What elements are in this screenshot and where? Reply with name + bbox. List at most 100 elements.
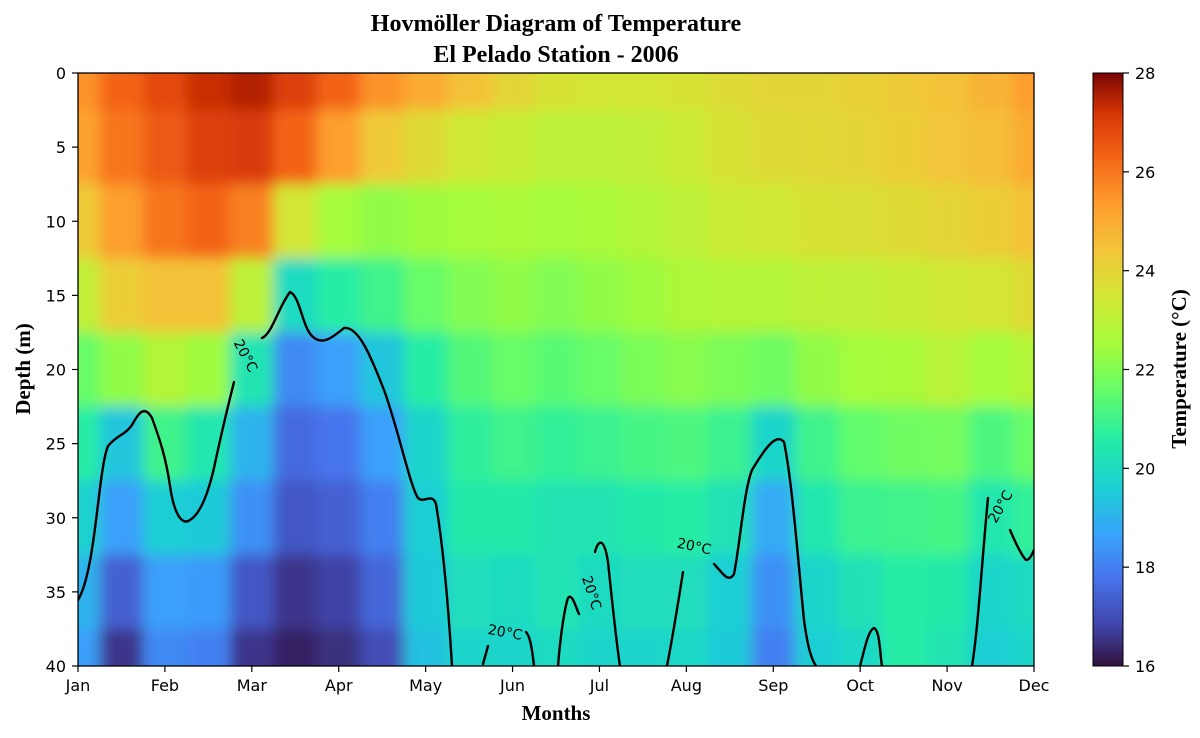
heat-cell bbox=[490, 554, 536, 630]
heat-cell bbox=[447, 73, 492, 112]
heat-cell bbox=[490, 258, 536, 334]
heat-cell bbox=[403, 554, 449, 630]
heat-cell bbox=[708, 258, 753, 334]
heat-cell bbox=[881, 406, 927, 482]
heat-cell bbox=[143, 628, 188, 666]
heat-cell bbox=[317, 332, 362, 408]
heat-cell bbox=[838, 184, 883, 260]
heat-cell bbox=[490, 332, 536, 408]
x-tick-label: Mar bbox=[237, 676, 268, 695]
heat-cell bbox=[99, 73, 145, 112]
heat-cell bbox=[99, 480, 145, 556]
heat-cell bbox=[99, 554, 145, 630]
heat-cell bbox=[273, 110, 318, 186]
heat-cell bbox=[317, 73, 362, 112]
heat-cell bbox=[881, 258, 927, 334]
heat-cell bbox=[621, 628, 666, 666]
heat-cell bbox=[186, 332, 232, 408]
heat-cell bbox=[490, 406, 536, 482]
contour-line bbox=[556, 595, 581, 666]
contour-line bbox=[78, 380, 236, 602]
heat-cell bbox=[403, 258, 449, 334]
heat-cell bbox=[708, 73, 753, 112]
heat-cell bbox=[99, 110, 145, 186]
y-axis: 0 5 10 15 20 25 30 35 40 bbox=[46, 64, 78, 676]
heat-cell bbox=[881, 110, 927, 186]
heat-cell bbox=[621, 554, 666, 630]
heat-cell bbox=[230, 184, 275, 260]
heat-cell bbox=[925, 184, 970, 260]
chart-title: Hovmöller Diagram of Temperature bbox=[371, 11, 742, 37]
heat-cell bbox=[230, 480, 275, 556]
heat-cell bbox=[968, 332, 1014, 408]
heat-cell bbox=[447, 258, 492, 334]
heat-cell bbox=[621, 184, 666, 260]
heat-cell bbox=[795, 480, 840, 556]
heat-cell bbox=[925, 110, 970, 186]
heat-cell bbox=[143, 184, 188, 260]
x-tick-label: Jul bbox=[589, 676, 609, 695]
y-tick-label: 0 bbox=[56, 64, 66, 83]
heat-cell bbox=[490, 73, 536, 112]
heat-cell bbox=[230, 258, 275, 334]
heat-cell bbox=[534, 258, 579, 334]
heat-cell bbox=[577, 258, 623, 334]
heat-cell bbox=[534, 406, 579, 482]
heat-cell bbox=[78, 332, 101, 408]
heat-cell bbox=[273, 332, 318, 408]
heat-cell bbox=[186, 628, 232, 666]
heat-cell bbox=[403, 73, 449, 112]
heat-cell bbox=[968, 480, 1014, 556]
heat-cell bbox=[751, 332, 796, 408]
heat-cell bbox=[490, 110, 536, 186]
heat-cell bbox=[881, 480, 927, 556]
heat-cell bbox=[1012, 258, 1034, 334]
heat-cell bbox=[317, 184, 362, 260]
heat-cell bbox=[186, 554, 232, 630]
contour-label: 20°C bbox=[675, 536, 712, 559]
heat-cell bbox=[78, 628, 101, 666]
heat-cell bbox=[795, 110, 840, 186]
heat-cell bbox=[751, 110, 796, 186]
heat-cell bbox=[795, 73, 840, 112]
heat-cell bbox=[99, 332, 145, 408]
heat-cell bbox=[143, 73, 188, 112]
heat-cell bbox=[838, 73, 883, 112]
heat-cell bbox=[838, 332, 883, 408]
heat-cell bbox=[447, 480, 492, 556]
heat-cell bbox=[795, 332, 840, 408]
heat-cell bbox=[664, 73, 710, 112]
heat-cell bbox=[534, 628, 579, 666]
heat-cell bbox=[751, 480, 796, 556]
contour-line bbox=[593, 541, 622, 666]
heat-cell bbox=[577, 406, 623, 482]
heat-cell bbox=[317, 628, 362, 666]
heat-cell bbox=[403, 406, 449, 482]
heat-cell bbox=[881, 554, 927, 630]
heat-cell bbox=[881, 332, 927, 408]
heat-cell bbox=[664, 406, 710, 482]
heat-cell bbox=[838, 110, 883, 186]
heat-cell bbox=[968, 406, 1014, 482]
heat-cell bbox=[838, 406, 883, 482]
heat-cell bbox=[1012, 184, 1034, 260]
y-tick-label: 40 bbox=[46, 657, 66, 676]
heat-cell bbox=[186, 184, 232, 260]
heat-cell bbox=[230, 554, 275, 630]
contour-line bbox=[712, 438, 818, 666]
heat-cell bbox=[881, 184, 927, 260]
heat-cell bbox=[664, 110, 710, 186]
heat-cell bbox=[621, 73, 666, 112]
heat-cell bbox=[317, 258, 362, 334]
colorbar-tick-label: 20 bbox=[1135, 459, 1155, 478]
heat-cell bbox=[925, 332, 970, 408]
heat-cell bbox=[230, 332, 275, 408]
heat-cell bbox=[664, 258, 710, 334]
heat-cell bbox=[490, 480, 536, 556]
heat-cell bbox=[273, 554, 318, 630]
heat-cell bbox=[925, 406, 970, 482]
contour-label: 20°C bbox=[487, 622, 524, 644]
heat-cell bbox=[490, 184, 536, 260]
heat-cell bbox=[230, 628, 275, 666]
